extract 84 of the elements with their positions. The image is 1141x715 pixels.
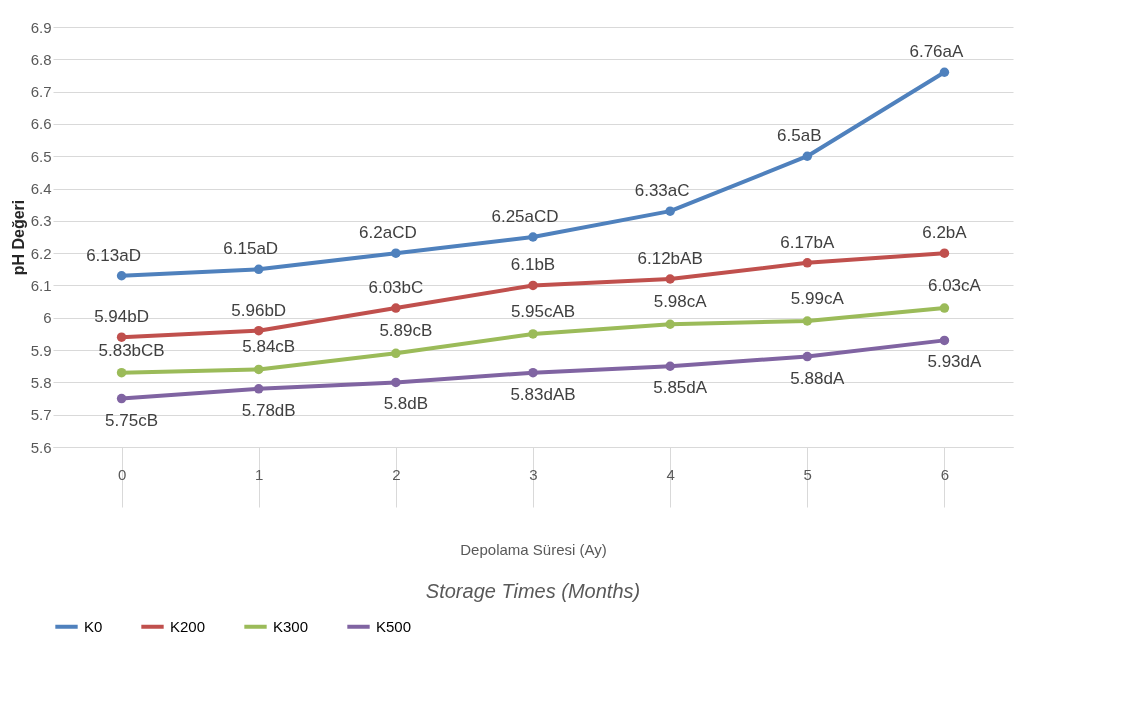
point [665,206,675,216]
y-tick-label: 6.7 [30,83,52,101]
point [116,393,127,404]
y-tick-label: 6.6 [30,115,52,133]
data-label: 5.83dAB [510,384,576,404]
data-label: 5.83bCB [98,340,165,360]
data-label: 5.89cB [379,321,433,341]
point [116,332,127,342]
data-label: 5.84cB [242,337,296,357]
y-tick-label: 6 [43,309,52,327]
data-label: 5.93dA [927,352,983,372]
y-tick-label: 6.2 [30,244,52,262]
point [528,367,538,378]
data-label: 6.13aD [86,245,141,265]
data-label: 5.85dA [653,378,708,398]
y-tick-label: 5.7 [30,406,52,424]
data-label: 5.98cA [653,292,708,312]
point [802,151,813,161]
data-label: 6.2bA [922,223,968,243]
data-label: 5.78dB [241,400,296,420]
legend-label: K200 [170,617,206,635]
y-tick-label: 6.8 [30,50,52,68]
point [939,67,950,77]
point [802,316,813,326]
point [665,319,675,329]
point [939,335,950,346]
x-tick-label: 3 [529,465,538,483]
data-label: 5.94bD [94,307,149,327]
point [802,258,813,268]
y-axis-title: pH Değeri [9,199,27,276]
point [939,303,950,313]
point [391,377,401,388]
legend-label: K0 [84,617,103,635]
data-label: 6.76aA [909,42,965,62]
data-label: 5.75cB [105,410,159,430]
y-tick-label: 5.9 [30,341,52,359]
data-label: 6.17bA [780,232,835,252]
x-tick-label: 4 [666,465,675,483]
x-tick-label: 2 [392,465,401,483]
data-label: 6.12bAB [637,249,703,268]
x-tick-label: 6 [940,465,950,483]
point [391,303,401,313]
data-label: 6.03bC [368,278,424,298]
point [391,348,401,359]
point [253,325,264,336]
data-label: 6.5aB [777,126,822,146]
y-tick-label: 6.3 [30,212,52,230]
x-tick-label: 0 [117,465,127,483]
data-label: 6.03cA [927,276,982,296]
data-label: 5.96bD [231,300,287,320]
point [802,351,813,362]
point [665,361,675,371]
point [528,280,538,291]
point [528,329,538,339]
point [253,384,264,394]
point [253,364,264,375]
point [391,248,401,258]
data-label: 6.25aCD [491,207,559,226]
data-label: 6.2aCD [359,223,417,243]
point [116,367,127,378]
data-label: 5.88dA [790,368,845,388]
y-tick-label: 5.8 [30,373,52,391]
legend-label: K300 [273,617,309,635]
point [528,232,538,242]
legend-label: K500 [376,617,412,635]
point [665,274,675,284]
point [253,264,264,275]
x-tick-label: 1 [255,465,264,483]
text: Storage Times (Months) [425,580,641,602]
y-tick-label: 6.1 [30,276,52,294]
data-label: 6.15aD [223,239,279,259]
y-tick-label: 5.6 [30,438,52,456]
data-label: 5.8dB [383,394,429,414]
data-label: 5.95cAB [510,301,576,321]
point [939,248,950,258]
y-tick-label: 6.5 [30,147,52,165]
data-label: 5.99cA [790,289,845,308]
y-tick-label: 6.4 [30,180,52,198]
data-label: 6.1bB [510,255,556,275]
x-axis-title: Depolama Süresi (Ay) [460,541,607,558]
data-label: 6.33aC [634,181,690,201]
x-tick-label: 5 [803,465,812,483]
point [116,271,127,281]
y-tick-label: 6.9 [30,18,52,36]
